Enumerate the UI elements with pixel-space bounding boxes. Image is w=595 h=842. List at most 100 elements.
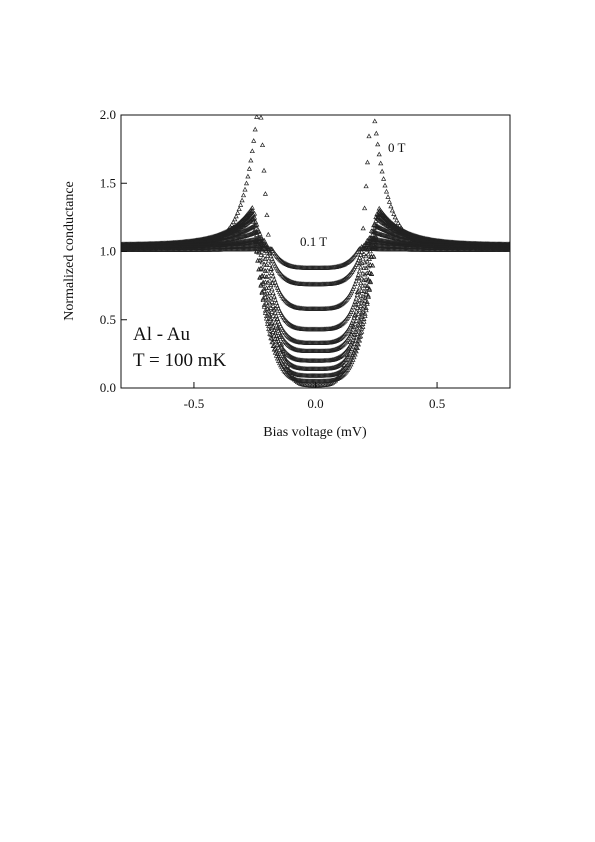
data-point [263,274,270,279]
data-point [256,249,262,255]
data-point [286,334,293,340]
data-point [292,338,298,343]
data-point [291,355,297,361]
data-point [355,311,361,316]
data-point [272,297,278,302]
data-point [289,344,295,350]
data-point [362,297,368,303]
data-point [378,231,384,237]
data-point [382,182,388,188]
data-point [346,273,352,278]
data-point [290,323,296,329]
data-layer [121,106,510,388]
data-point [397,222,403,228]
data-point [371,106,375,110]
data-point [383,188,390,194]
data-point [291,376,297,381]
data-point [290,375,296,381]
data-point [378,225,384,231]
data-point [376,231,382,236]
data-point [271,276,277,282]
data-point [341,299,347,304]
data-point [258,265,264,271]
data-point [356,275,362,281]
data-point [387,224,393,230]
data-point [381,220,387,226]
data-point [268,294,274,300]
data-point [348,331,354,337]
data-point [356,254,363,260]
data-point [349,320,355,325]
data-point [259,272,265,278]
data-point [289,362,295,368]
data-point [351,301,357,307]
data-point [268,316,274,322]
data-point [249,205,255,210]
y-tick-label: 0.0 [100,380,116,395]
data-point [389,226,395,231]
data-point [353,308,359,314]
data-point [268,320,274,326]
data-point [265,253,271,258]
data-point [340,351,346,357]
data-point [289,374,295,380]
data-point [259,142,266,148]
data-point [376,224,382,230]
data-point [343,260,349,266]
data-point [270,303,276,308]
data-point [340,372,346,377]
data-point [271,316,277,322]
data-point [293,338,299,344]
data-point [386,229,392,235]
data-point [349,288,355,294]
data-point [363,291,369,297]
data-point [375,224,381,229]
data-point [355,337,361,343]
data-point [365,251,371,257]
data-point [355,288,361,294]
data-point [288,344,294,349]
data-point [273,339,279,345]
data-point [292,346,298,352]
data-point [353,329,359,334]
data-point [289,369,295,375]
data-point [261,273,267,278]
data-point [284,261,290,267]
y-tick-label: 0.5 [100,312,116,327]
data-point [285,277,291,283]
data-point [384,228,390,234]
data-point [377,225,383,230]
data-point [385,228,391,234]
data-point [373,230,379,235]
data-point [349,346,355,351]
data-point [382,227,388,233]
data-point [394,217,400,223]
x-axis: -0.5 0.0 0.5 [184,382,445,411]
data-point [341,365,347,371]
data-point [359,310,365,315]
data-point [292,324,298,330]
data-point [365,263,371,269]
y-tick-label: 1.5 [100,175,116,190]
data-point [246,166,252,171]
data-point [271,346,277,352]
data-point [270,312,276,318]
data-point [262,191,268,196]
data-point [266,272,272,278]
data-point [395,220,401,225]
data-point [265,267,271,273]
data-point [385,223,391,229]
data-point [351,334,357,340]
data-point [350,286,356,292]
data-point [340,342,346,347]
data-point [392,214,398,220]
data-point [290,303,296,309]
data-point [268,331,274,337]
data-point [390,226,396,232]
data-point [370,228,376,234]
data-point [232,216,238,222]
data-point [349,256,355,261]
data-point [260,266,266,272]
data-point [274,303,281,308]
data-point [355,301,361,307]
